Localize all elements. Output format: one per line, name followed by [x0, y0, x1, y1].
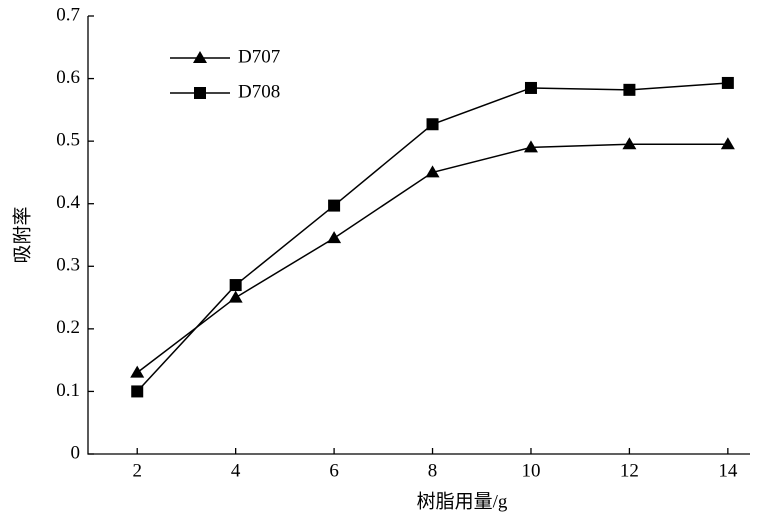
- y-tick-label: 0.5: [56, 130, 80, 151]
- marker: [523, 140, 538, 153]
- y-tick-label: 0: [71, 442, 81, 463]
- marker: [720, 137, 735, 150]
- y-tick-label: 0.6: [56, 67, 80, 88]
- axes: [87, 16, 750, 455]
- x-tick-label: 8: [428, 460, 438, 481]
- series-line: [136, 143, 728, 374]
- marker: [721, 76, 734, 89]
- x-axis-label: 树脂用量/g: [417, 490, 508, 512]
- marker: [130, 365, 145, 378]
- x-tick-label: 12: [620, 460, 639, 481]
- legend-label: D707: [238, 46, 280, 67]
- y-tick-label: 0.4: [56, 192, 80, 213]
- marker: [131, 385, 144, 398]
- x-tick-label: 6: [329, 460, 339, 481]
- x-tick-label: 10: [521, 460, 540, 481]
- marker: [193, 51, 207, 63]
- marker: [194, 87, 206, 99]
- marker: [228, 290, 243, 303]
- marker: [524, 81, 537, 94]
- x-tick-label: 14: [718, 460, 738, 481]
- x-tick-label: 2: [132, 460, 142, 481]
- marker: [328, 199, 341, 212]
- y-tick-label: 0.2: [56, 317, 80, 338]
- marker: [623, 83, 636, 96]
- y-tick-label: 0.3: [56, 255, 80, 276]
- marker: [425, 165, 440, 178]
- y-tick-label: 0.1: [56, 380, 80, 401]
- legend-label: D708: [238, 81, 280, 102]
- y-axis-label: 吸附率: [11, 206, 33, 263]
- x-tick-label: 4: [231, 460, 241, 481]
- marker: [229, 279, 242, 292]
- marker: [327, 231, 342, 244]
- marker: [426, 118, 439, 131]
- y-tick-label: 0.7: [56, 4, 80, 25]
- marker: [622, 137, 637, 150]
